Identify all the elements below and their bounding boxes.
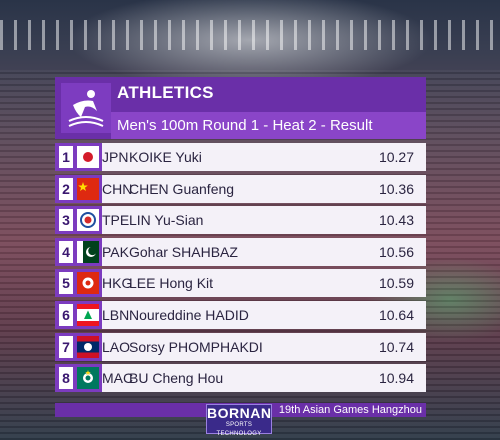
- result-row: 8 MAC BU Cheng Hou 10.94: [55, 364, 426, 393]
- noc-code: PAK: [102, 243, 129, 260]
- chinese-taipei-flag-icon: [77, 209, 99, 232]
- result-info: PAK Gohar SHAHBAZ 10.56: [102, 237, 426, 266]
- result-info: CHN CHEN Guanfeng 10.36: [102, 174, 426, 203]
- result-time: 10.27: [378, 149, 414, 165]
- result-info: TPE LIN Yu-Sian 10.43: [102, 206, 426, 235]
- athlete-name: BU Cheng Hou: [129, 370, 224, 387]
- lebanon-flag-icon: [77, 303, 99, 326]
- noc-code: CHN: [102, 180, 133, 197]
- stadium-lights: [0, 20, 500, 50]
- result-time: 10.59: [378, 275, 414, 292]
- result-time: 10.56: [378, 243, 414, 260]
- noc-code: LAO: [102, 338, 131, 355]
- result-row: 7 LAO Sorsy PHOMPHAKDI 10.74: [55, 332, 426, 361]
- athlete-name: Noureddine HADID: [129, 306, 249, 323]
- china-flag-icon: [77, 177, 99, 200]
- noc-code: HKG: [102, 275, 133, 292]
- result-row: 4 PAK Gohar SHAHBAZ 10.56: [55, 237, 426, 266]
- rank-badge: 1: [59, 146, 73, 168]
- games-name: 19th Asian Games Hangzhou: [278, 404, 422, 416]
- result-row: 5 HKG LEE Hong Kit 10.59: [55, 269, 426, 298]
- sponsor-tagline: SPORTS TECHNOLOGY: [216, 422, 262, 437]
- macau-flag-icon: [77, 367, 99, 390]
- noc-code: TPE: [102, 212, 130, 229]
- rank-badge: 4: [59, 240, 73, 263]
- rank-badge: 3: [59, 209, 73, 232]
- rank-badge: 5: [59, 272, 73, 295]
- board-header: ATHLETICS Men's 100m Round 1 - Heat 2 - …: [55, 77, 426, 139]
- athletics-logo-icon: [61, 83, 111, 133]
- athlete-name: LIN Yu-Sian: [129, 212, 204, 229]
- sport-title: ATHLETICS: [117, 83, 214, 102]
- athlete-name: CHEN Guanfeng: [129, 180, 235, 197]
- event-title: Men's 100m Round 1 - Heat 2 - Result: [111, 112, 426, 139]
- result-row: 3 TPE LIN Yu-Sian 10.43: [55, 206, 426, 235]
- result-row: 1 JPN KOIKE Yuki 10.27: [55, 143, 426, 171]
- japan-flag-icon: [77, 146, 99, 168]
- athlete-name: LEE Hong Kit: [129, 275, 214, 292]
- hong-kong-flag-icon: [77, 272, 99, 295]
- sponsor-logo: BORNAN SPORTS TECHNOLOGY: [206, 404, 272, 437]
- noc-code: MAC: [102, 370, 134, 387]
- result-info: MAC BU Cheng Hou 10.94: [102, 364, 426, 393]
- sponsor-name: BORNAN: [207, 405, 272, 421]
- rank-badge: 2: [59, 177, 73, 200]
- result-info: HKG LEE Hong Kit 10.59: [102, 269, 426, 298]
- result-info: JPN KOIKE Yuki 10.27: [102, 143, 426, 171]
- result-time: 10.74: [378, 338, 414, 355]
- rank-badge: 6: [59, 303, 73, 326]
- athlete-name: Gohar SHAHBAZ: [129, 243, 238, 260]
- rank-badge: 8: [59, 367, 73, 390]
- result-info: LAO Sorsy PHOMPHAKDI 10.74: [102, 332, 426, 361]
- pakistan-flag-icon: [77, 240, 99, 263]
- result-row: 2 CHN CHEN Guanfeng 10.36: [55, 174, 426, 203]
- result-row: 6 LBN Noureddine HADID 10.64: [55, 300, 426, 329]
- athlete-name: Sorsy PHOMPHAKDI: [129, 338, 263, 355]
- result-time: 10.43: [378, 212, 414, 229]
- result-time: 10.36: [378, 180, 414, 197]
- results-list: 1 JPN KOIKE Yuki 10.27 2 CHN CHEN Guanfe…: [55, 143, 426, 396]
- result-info: LBN Noureddine HADID 10.64: [102, 300, 426, 329]
- athlete-name: KOIKE Yuki: [129, 149, 202, 165]
- result-time: 10.94: [378, 370, 414, 387]
- result-time: 10.64: [378, 306, 414, 323]
- rank-badge: 7: [59, 335, 73, 358]
- results-board: ATHLETICS Men's 100m Round 1 - Heat 2 - …: [55, 77, 426, 417]
- laos-flag-icon: [77, 335, 99, 358]
- noc-code: JPN: [102, 149, 129, 165]
- noc-code: LBN: [102, 306, 130, 323]
